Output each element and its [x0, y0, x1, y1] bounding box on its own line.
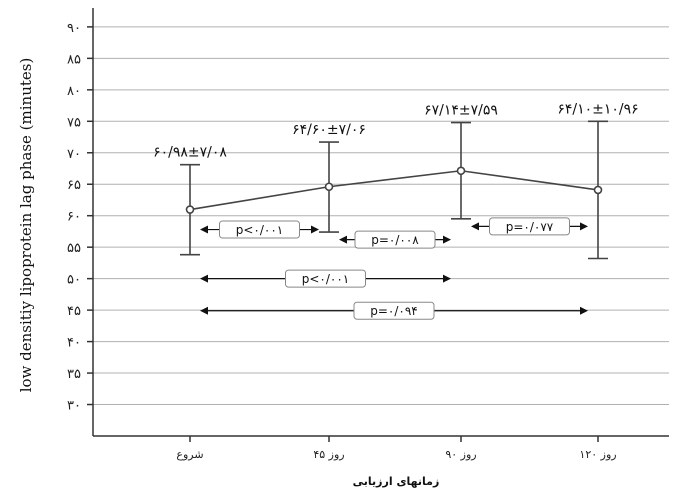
data-point: [185, 205, 195, 214]
arrowhead-left: [200, 306, 208, 315]
arrowhead-right: [580, 306, 588, 315]
data-label: ۶۰/۹۸±۷/۰۸: [153, 145, 227, 161]
grid-layer: [93, 26, 669, 406]
p-value-label: p<۰/۰۰۱: [236, 223, 284, 237]
axis-layer: ۳۰ ۳۵ ۴۰ ۴۵ ۵۰ ۵۵ ۶۰ ۶۵ ۷۰ ۷۵ ۸۰ ۸۵ ۹۰ شروع روز ۴۵ روز …: [67, 8, 669, 461]
y-tick-label: ۵۰: [67, 273, 81, 288]
x-tick-label: شروع: [176, 448, 203, 461]
y-tick-label: ۴۰: [67, 336, 81, 351]
data-label: ۶۴/۱۰±۱۰/۹۶: [557, 101, 638, 117]
x-axis-label: زمانهای ارزیابی: [353, 475, 440, 488]
p-value-label: p=۰/۰۹۴: [370, 304, 418, 318]
y-tick-label: ۷۰: [67, 147, 81, 162]
y-tick-label: ۶۰: [67, 210, 81, 225]
arrowhead-left: [200, 274, 208, 283]
arrowhead-right: [311, 225, 319, 234]
y-tick-label: ۳۵: [67, 367, 81, 382]
comparison-layer: p<۰/۰۰۱ p=۰/۰۰۸ p=۰/۰۷۷ p<۰/۰۰۱ p=۰/۰۹۴: [200, 217, 588, 320]
p-value-box: [219, 220, 300, 239]
y-tick-label: ۵۵: [67, 241, 81, 256]
series-line: [189, 169, 599, 211]
data-point: [593, 185, 603, 195]
x-tick-label: روز ۱۲۰: [579, 448, 616, 461]
p-value-box: [354, 230, 436, 249]
x-tick-label: روز ۴۵: [313, 448, 344, 461]
y-tick-label: ۳۰: [67, 399, 81, 414]
y-tick-label: ۸۰: [67, 84, 81, 99]
arrowhead-right: [443, 235, 451, 244]
data-point: [456, 166, 466, 176]
data-label: ۶۴/۶۰±۷/۰۶: [292, 122, 366, 138]
y-tick-label: ۴۵: [67, 304, 81, 319]
y-tick-label: ۹۰: [67, 21, 81, 36]
p-value-label: p=۰/۰۰۸: [371, 233, 419, 247]
data-label: ۶۷/۱۴±۷/۵۹: [424, 103, 498, 119]
data-point: [324, 182, 334, 192]
y-axis-label: low densitiy lipoprotein lag phase (minu…: [17, 58, 35, 393]
p-value-label: p<۰/۰۰۱: [302, 272, 350, 286]
y-tick-label: ۸۵: [67, 52, 81, 67]
arrowhead-right: [580, 222, 588, 231]
p-value-box: [489, 217, 570, 236]
p-value-box: [353, 301, 435, 320]
series-layer: ۶۰/۹۸±۷/۰۸ ۶۴/۶۰±۷/۰۶ ۶۷/۱۴±۷/۵۹ ۶۴/۱۰±۱۰/۹…: [153, 101, 639, 260]
y-tick-label: ۶۵: [67, 178, 81, 193]
arrowhead-left: [471, 222, 479, 231]
arrowhead-right: [443, 274, 451, 283]
arrowhead-left: [200, 225, 208, 234]
arrowhead-left: [339, 235, 347, 244]
p-value-label: p=۰/۰۷۷: [506, 220, 554, 234]
p-value-box: [285, 269, 366, 288]
x-tick-label: روز ۹۰: [445, 448, 476, 461]
y-tick-label: ۷۵: [67, 115, 81, 130]
